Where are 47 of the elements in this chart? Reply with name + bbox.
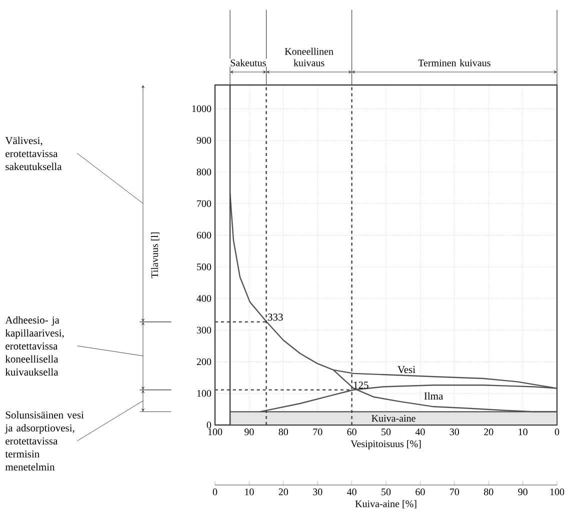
text: Koneellinen kuivaus bbox=[284, 48, 334, 66]
x2-tick-label: 30 bbox=[313, 488, 322, 496]
y-tick-label: 700 bbox=[197, 200, 212, 207]
x2-tick-label: 70 bbox=[450, 488, 460, 496]
x-tick-label: 20 bbox=[484, 428, 494, 436]
x-tick-label: 50 bbox=[382, 428, 391, 436]
annotation: Vesi bbox=[398, 366, 416, 374]
y-tick-label: 300 bbox=[196, 326, 212, 334]
x-tick-label: 0 bbox=[554, 428, 560, 436]
y-tick-label: 600 bbox=[196, 232, 212, 239]
x2-axis-title: Kuiva-aine [%] bbox=[355, 500, 416, 508]
x-tick-label: 80 bbox=[278, 428, 288, 436]
x2-tick-label: 100 bbox=[550, 488, 564, 496]
y-tick-label: 900 bbox=[196, 136, 212, 144]
annotation: 125 bbox=[354, 382, 368, 389]
x2-tick-label: 50 bbox=[382, 488, 391, 496]
text: Adheesio- ja kapillaarivesi, erotettavissa koneellisella kuivauksella bbox=[5, 316, 64, 376]
x-tick-label: 10 bbox=[518, 428, 528, 436]
x-tick-label: 70 bbox=[313, 428, 322, 436]
x2-tick-label: 0 bbox=[212, 488, 218, 496]
x-tick-label: 60 bbox=[347, 428, 356, 436]
y-tick-label: 400 bbox=[196, 295, 212, 302]
x-tick-label: 40 bbox=[415, 428, 425, 436]
y-axis-title: Tilavuus [l] bbox=[151, 232, 160, 278]
x2-tick-label: 60 bbox=[416, 488, 425, 496]
x2-tick-label: 10 bbox=[245, 488, 254, 496]
annotation: 333 bbox=[268, 314, 283, 321]
x-tick-label: 90 bbox=[244, 428, 254, 436]
y-tick-label: 1000 bbox=[192, 105, 212, 112]
text: Sakeutus bbox=[230, 59, 266, 66]
x-tick-label: 100 bbox=[208, 428, 222, 436]
x-tick-label: 30 bbox=[450, 428, 460, 436]
text: Solunsisäinen vesi ja adsorptiovesi, erotettavissa termisin menetelmin bbox=[4, 411, 84, 471]
x-axis-title: Vesipitoisuus [%] bbox=[350, 440, 421, 450]
y-tick-label: 100 bbox=[197, 390, 212, 397]
x2-tick-label: 40 bbox=[347, 488, 356, 496]
y-tick-label: 500 bbox=[197, 263, 212, 270]
text: Terminen kuivaus bbox=[418, 59, 490, 66]
x2-tick-label: 80 bbox=[484, 488, 494, 496]
y-tick-label: 800 bbox=[196, 168, 212, 176]
annotation: Ilma bbox=[424, 392, 444, 400]
series-label: Kuiva-aine bbox=[372, 414, 416, 422]
y-tick-label: 0 bbox=[206, 422, 212, 428]
y-tick-label: 200 bbox=[196, 358, 212, 366]
x2-tick-label: 20 bbox=[278, 488, 288, 496]
text: Välivesi, erotettavissa sakeutuksella bbox=[5, 136, 62, 170]
x2-tick-label: 90 bbox=[518, 488, 528, 496]
